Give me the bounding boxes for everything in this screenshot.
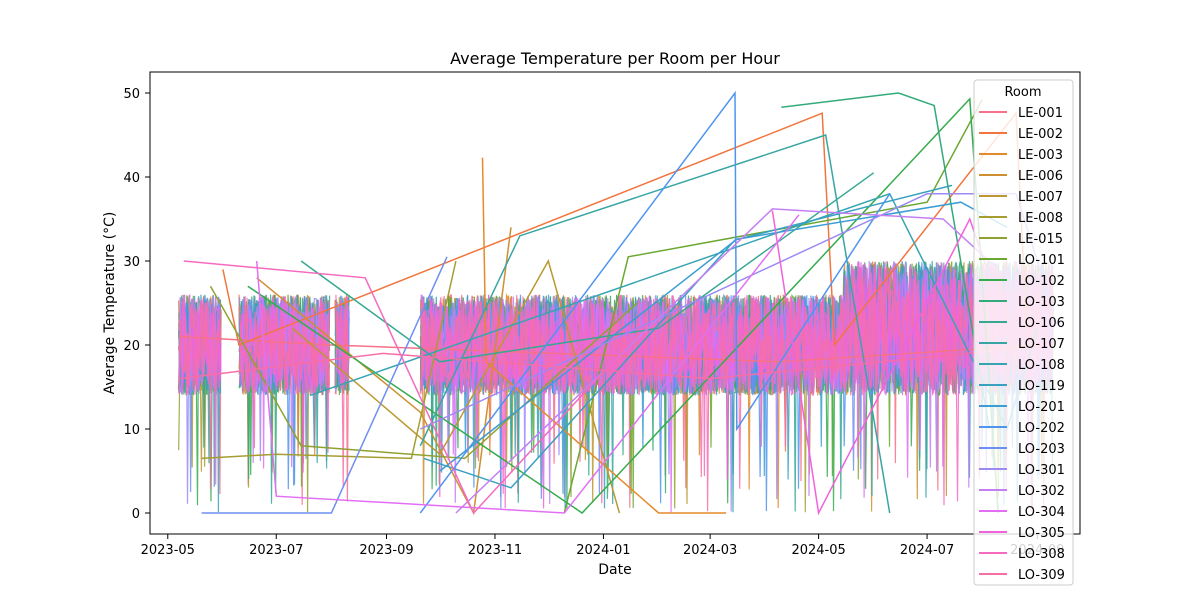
- legend-label: LO-103: [1018, 295, 1065, 310]
- y-tick-label: 20: [123, 339, 140, 354]
- legend-label: LO-102: [1018, 274, 1065, 289]
- legend-label: LO-309: [1018, 568, 1065, 583]
- series-noise-LO-304: [178, 262, 1054, 513]
- x-tick-label: 2024-01: [576, 543, 630, 558]
- x-axis-label: Date: [598, 562, 631, 578]
- y-tick-label: 30: [123, 255, 140, 270]
- series-line-LO-107: [419, 134, 891, 514]
- series-line-LE-007: [291, 259, 621, 514]
- x-tick-label: 2023-07: [249, 543, 303, 558]
- legend-label: LO-302: [1018, 484, 1065, 499]
- legend-label: LO-305: [1018, 526, 1065, 541]
- plot-area: [177, 90, 1063, 516]
- legend-label: LO-107: [1018, 337, 1065, 352]
- series-line-LE-015: [209, 285, 638, 460]
- x-tick-label: 2024-03: [683, 543, 737, 558]
- legend-label: LO-304: [1018, 505, 1065, 520]
- series-line-LE-008: [201, 260, 457, 460]
- x-tick-label: 2024-07: [900, 543, 954, 558]
- data-noise-layer: [177, 260, 1054, 513]
- x-tick-label: 2023-05: [141, 543, 195, 558]
- legend-label: LE-008: [1018, 211, 1063, 226]
- series-line-LE-001: [180, 335, 1038, 363]
- legend-label: LO-108: [1018, 358, 1065, 373]
- series-line-LO-308: [183, 260, 629, 515]
- y-axis: 0 10 20 30 40 50: [123, 87, 150, 522]
- plot-frame: [149, 71, 1081, 535]
- legend-label: LE-015: [1018, 232, 1063, 247]
- legend-label: LO-202: [1018, 421, 1065, 436]
- legend-label: LO-101: [1018, 253, 1065, 268]
- legend-label: LE-007: [1018, 190, 1063, 205]
- series-line-LO-203: [201, 256, 448, 514]
- chart-title: Average Temperature per Room per Hour: [450, 49, 780, 68]
- legend-label: LO-301: [1018, 463, 1065, 478]
- series-line-LO-202: [419, 90, 891, 514]
- y-tick-label: 40: [123, 171, 140, 186]
- legend-label: LO-308: [1018, 547, 1065, 562]
- x-tick-label: 2023-11: [468, 543, 522, 558]
- legend-label: LE-001: [1018, 106, 1063, 121]
- legend-box: [973, 79, 1074, 586]
- legend-label: LE-003: [1018, 148, 1063, 163]
- legend-label: LO-201: [1018, 400, 1065, 415]
- series-line-LO-309: [180, 344, 1054, 380]
- y-tick-label: 10: [123, 423, 140, 438]
- legend-label: LE-002: [1018, 127, 1063, 142]
- legend: Room LE-001 LE-002 LE-003 LE-006 LE-007 LE-00…: [973, 79, 1074, 586]
- legend-title: Room: [1004, 85, 1041, 100]
- series-noise-LO-309: [178, 261, 1054, 512]
- x-axis: 2023-05 2023-07 2023-09 2023-11 2024-01 2024-…: [141, 534, 1064, 558]
- series-line-LE-003: [481, 157, 727, 514]
- y-tick-label: 50: [123, 87, 140, 102]
- x-tick-label: 2024-05: [791, 543, 845, 558]
- series-line-LO-103: [781, 92, 991, 430]
- y-axis-label: Average Temperature (°C): [102, 212, 118, 395]
- legend-label: LO-203: [1018, 442, 1065, 457]
- x-tick-label: 2023-09: [359, 543, 413, 558]
- series-line-LO-304: [255, 214, 800, 514]
- legend-label: LE-006: [1018, 169, 1063, 184]
- legend-label: LO-106: [1018, 316, 1065, 331]
- legend-label: LO-119: [1018, 379, 1065, 394]
- series-line-LO-106: [300, 172, 875, 363]
- y-tick-label: 0: [132, 507, 140, 522]
- series-line-LE-006: [256, 227, 512, 516]
